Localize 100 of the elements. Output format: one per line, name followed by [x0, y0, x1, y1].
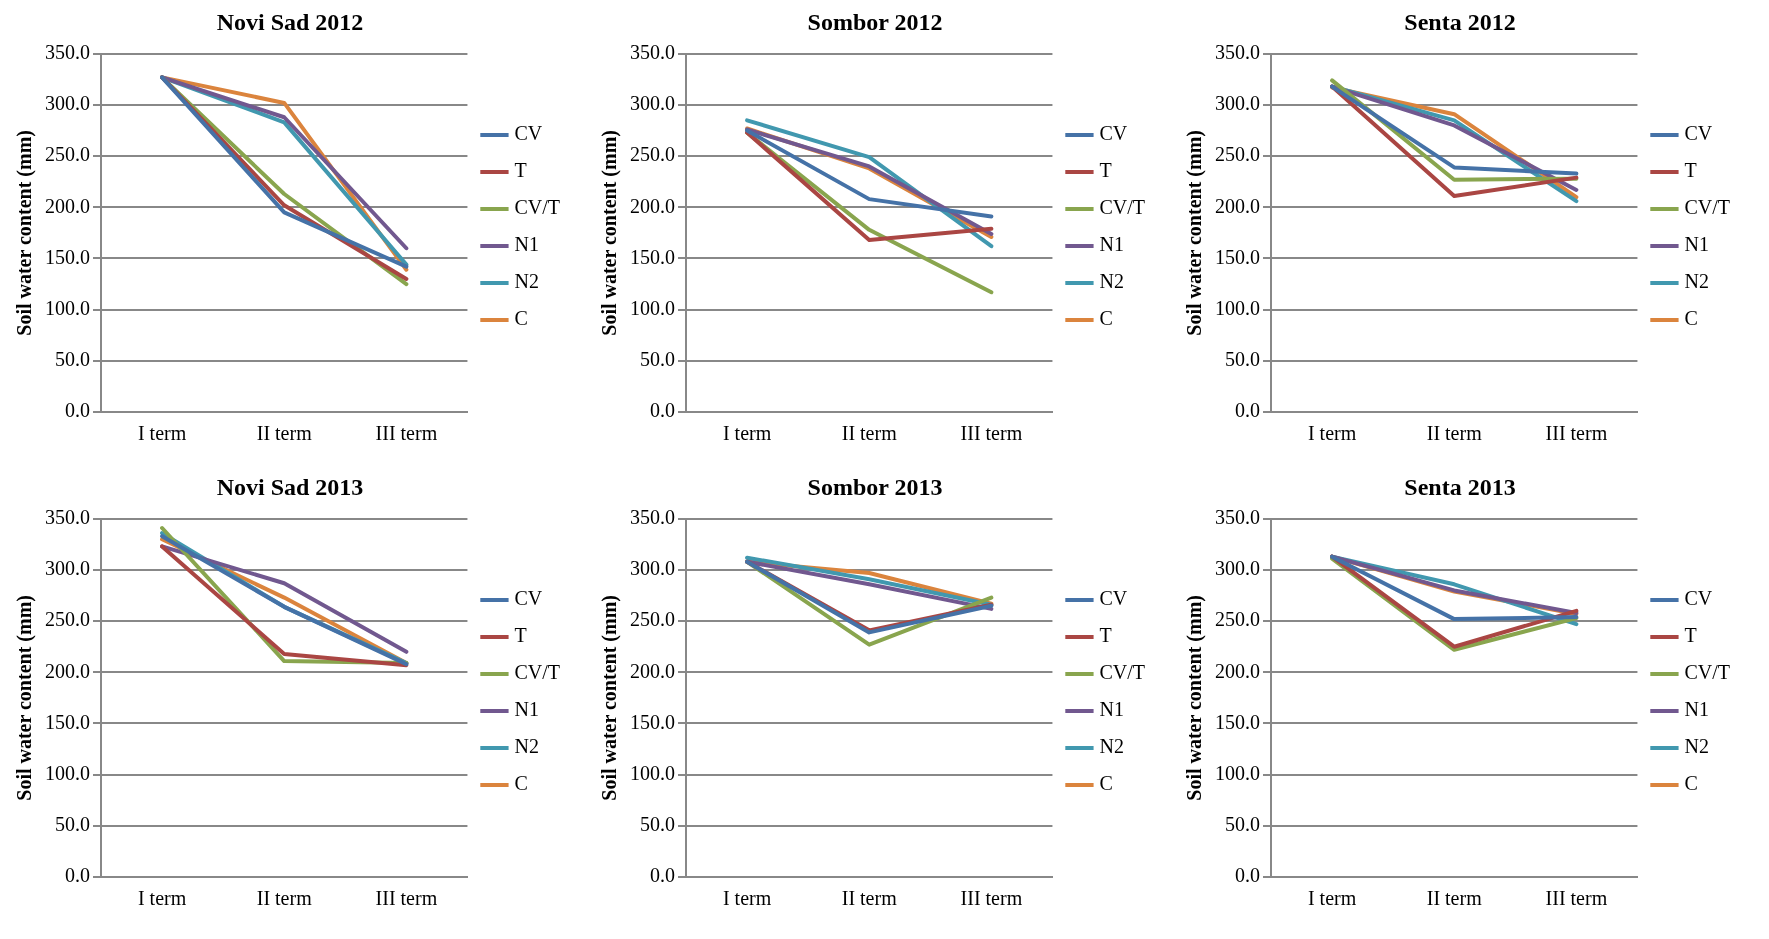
y-tick-label: 150.0 [45, 245, 90, 268]
x-tick-label: I term [722, 422, 772, 445]
legend-label: N1 [514, 698, 539, 721]
y-tick-label: 250.0 [1215, 143, 1260, 166]
y-tick-label: 150.0 [1215, 245, 1260, 268]
y-tick-label: 0.0 [650, 399, 675, 422]
y-tick-label: 250.0 [45, 143, 90, 166]
y-tick-label: 300.0 [630, 557, 675, 580]
y-tick-label: 150.0 [45, 710, 90, 733]
legend-label: N1 [1684, 233, 1709, 256]
y-tick-label: 100.0 [630, 296, 675, 319]
y-tick-label: 200.0 [45, 659, 90, 682]
y-tick-label: 50.0 [1225, 813, 1260, 836]
y-tick-label: 50.0 [640, 348, 675, 371]
legend-label: C [514, 772, 528, 795]
legend-label: N2 [1684, 735, 1709, 758]
legend-label: N2 [1099, 735, 1124, 758]
y-tick-label: 350.0 [1215, 41, 1260, 64]
x-tick-label: I term [1307, 422, 1357, 445]
legend-label: N2 [1684, 270, 1709, 293]
legend-label: N1 [1099, 233, 1124, 256]
chart-title: Novi Sad 2013 [216, 473, 364, 500]
chart-title: Sombor 2012 [807, 8, 943, 35]
y-tick-label: 200.0 [1215, 194, 1260, 217]
x-tick-label: III term [1545, 422, 1608, 445]
legend-label: CV/T [1684, 196, 1731, 219]
legend-label: N2 [514, 735, 539, 758]
legend-label: CV/T [1099, 196, 1146, 219]
y-tick-label: 0.0 [65, 399, 90, 422]
y-axis-title: Soil water content (mm) [598, 130, 622, 336]
x-tick-label: III term [1545, 887, 1608, 910]
y-tick-label: 100.0 [45, 296, 90, 319]
legend-label: T [1684, 624, 1697, 647]
x-tick-label: II term [841, 422, 898, 445]
y-tick-label: 250.0 [630, 608, 675, 631]
legend-label: CV [1684, 122, 1713, 145]
x-tick-label: I term [1307, 887, 1357, 910]
legend-label: T [1099, 624, 1112, 647]
legend-label: T [1099, 159, 1112, 182]
y-tick-label: 150.0 [630, 710, 675, 733]
legend-label: CV/T [514, 196, 561, 219]
x-tick-label: II term [256, 422, 313, 445]
legend-label: C [1099, 307, 1113, 330]
legend-label: N2 [514, 270, 539, 293]
legend-label: CV/T [1684, 661, 1731, 684]
y-tick-label: 50.0 [640, 813, 675, 836]
legend-label: N2 [1099, 270, 1124, 293]
y-tick-label: 0.0 [1235, 399, 1260, 422]
y-tick-label: 0.0 [65, 864, 90, 887]
y-tick-label: 0.0 [650, 864, 675, 887]
x-tick-label: I term [722, 887, 772, 910]
y-tick-label: 0.0 [1235, 864, 1260, 887]
y-tick-label: 50.0 [55, 813, 90, 836]
y-tick-label: 300.0 [630, 92, 675, 115]
x-tick-label: II term [841, 887, 898, 910]
y-tick-label: 300.0 [1215, 92, 1260, 115]
y-tick-label: 300.0 [45, 557, 90, 580]
x-tick-label: III term [375, 887, 438, 910]
y-tick-label: 350.0 [45, 506, 90, 529]
y-axis-title: Soil water content (mm) [598, 595, 622, 801]
x-tick-label: I term [137, 887, 187, 910]
y-tick-label: 200.0 [45, 194, 90, 217]
y-tick-label: 100.0 [630, 761, 675, 784]
y-tick-label: 200.0 [630, 659, 675, 682]
chart-title: Senta 2013 [1404, 473, 1516, 500]
y-tick-label: 50.0 [1225, 348, 1260, 371]
x-tick-label: II term [1426, 887, 1483, 910]
legend-label: C [1684, 307, 1698, 330]
legend-label: T [514, 624, 527, 647]
legend-label: C [1684, 772, 1698, 795]
x-tick-label: I term [137, 422, 187, 445]
legend-label: T [514, 159, 527, 182]
y-tick-label: 300.0 [1215, 557, 1260, 580]
legend-label: T [1684, 159, 1697, 182]
legend-label: C [514, 307, 528, 330]
y-tick-label: 350.0 [1215, 506, 1260, 529]
chart-title: Sombor 2013 [807, 473, 943, 500]
x-tick-label: III term [375, 422, 438, 445]
y-tick-label: 50.0 [55, 348, 90, 371]
chart-title: Novi Sad 2012 [216, 8, 364, 35]
y-tick-label: 100.0 [1215, 761, 1260, 784]
legend-label: CV [514, 587, 543, 610]
y-tick-label: 350.0 [45, 41, 90, 64]
y-tick-label: 100.0 [45, 761, 90, 784]
y-tick-label: 200.0 [630, 194, 675, 217]
legend-label: N1 [514, 233, 539, 256]
y-tick-label: 300.0 [45, 92, 90, 115]
legend-label: CV [514, 122, 543, 145]
y-tick-label: 350.0 [630, 506, 675, 529]
y-axis-title: Soil water content (mm) [13, 595, 37, 801]
y-tick-label: 200.0 [1215, 659, 1260, 682]
y-tick-label: 150.0 [630, 245, 675, 268]
y-tick-label: 250.0 [45, 608, 90, 631]
y-axis-title: Soil water content (mm) [13, 130, 37, 336]
x-tick-label: II term [256, 887, 313, 910]
x-tick-label: III term [960, 422, 1023, 445]
y-axis-title: Soil water content (mm) [1183, 595, 1207, 801]
x-tick-label: III term [960, 887, 1023, 910]
y-tick-label: 250.0 [1215, 608, 1260, 631]
legend-label: CV [1099, 122, 1128, 145]
